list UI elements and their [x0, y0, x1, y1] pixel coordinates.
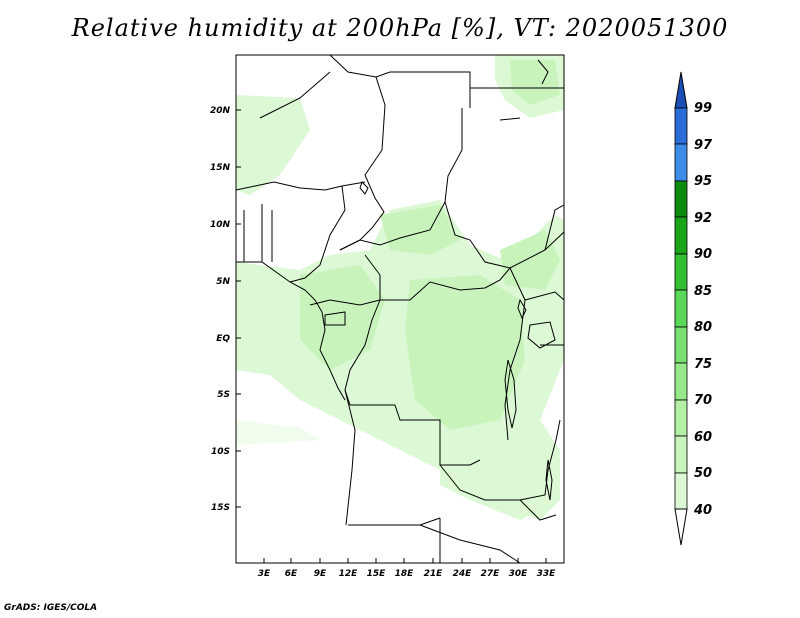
lake-chad: [359, 181, 369, 195]
colorbar-label: 85: [694, 284, 712, 299]
lon-label: 18E: [395, 569, 415, 579]
map-frame: [235, 54, 565, 564]
colorbar-label: 75: [694, 357, 712, 372]
colorbar-label: 99: [694, 101, 712, 116]
border-zambia: [439, 464, 549, 501]
colorbar-label: 97: [694, 138, 713, 153]
lon-label: 3E: [258, 569, 271, 579]
border-chad-east: [339, 76, 386, 251]
colorbar-label: 90: [694, 247, 712, 262]
colorbar-swatch: [674, 326, 688, 364]
border-uganda: [524, 291, 565, 301]
coast-gulf-of-guinea: [236, 261, 346, 401]
lat-label: 5S: [217, 390, 230, 400]
border-tanzania-south: [519, 499, 557, 521]
longitude-labels: 3E 6E 9E 12E 15E 18E 21E 24E 27E 30E 33E: [258, 569, 556, 579]
lon-label: 12E: [339, 569, 359, 579]
border-congo-drc: [344, 299, 381, 391]
border-libya-chad: [329, 54, 471, 108]
shading-pale: [236, 420, 320, 445]
coastline: [236, 59, 549, 401]
lat-label: 20N: [210, 106, 231, 116]
colorbar-swatch: [674, 289, 688, 328]
country-borders: [235, 54, 565, 564]
lake-albert: [517, 298, 527, 320]
shading-core-3: [380, 205, 460, 255]
colorbar-bottom-triangle: [674, 508, 688, 546]
lon-label: 24E: [453, 569, 473, 579]
colorbar-swatch: [674, 435, 688, 474]
lon-label: 6E: [285, 569, 298, 579]
shading-core-2: [405, 275, 525, 430]
border-ethiopia: [544, 204, 565, 251]
shading-north-west: [236, 95, 310, 195]
lakes: [359, 181, 556, 501]
border-sudan-chad: [444, 108, 565, 269]
map-title: Relative humidity at 200hPa [%], VT: 202…: [71, 14, 729, 42]
shading-south: [440, 470, 540, 520]
colorbar-top-triangle: [674, 71, 688, 109]
colorbar-swatch: [674, 216, 688, 255]
humidity-shading: [236, 55, 564, 520]
lon-label: 15E: [367, 569, 387, 579]
colorbar: 99 97 95 92 90 85 80 75 70 60 50 40: [674, 71, 713, 546]
axis-ticks: [236, 109, 547, 563]
border-congo-gabon: [324, 311, 346, 326]
border-nigeria-east: [289, 185, 346, 283]
lake-victoria: [527, 321, 556, 349]
lat-label: EQ: [216, 334, 230, 344]
border-car-north: [339, 201, 446, 251]
lat-label: 5N: [216, 277, 230, 287]
colorbar-swatch: [674, 180, 688, 218]
border-car-south: [364, 254, 511, 301]
colorbar-label: 95: [694, 174, 712, 189]
lat-label: 15S: [211, 503, 230, 513]
border-niger-algeria: [259, 71, 331, 119]
lat-label: 10N: [210, 220, 231, 230]
colorbar-label: 80: [694, 320, 712, 335]
border-cameroon-south: [309, 299, 381, 306]
colorbar-label: 92: [694, 211, 712, 226]
colorbar-swatch: [674, 472, 688, 510]
colorbar-label: 70: [694, 393, 712, 408]
coast-red-sea: [537, 59, 549, 85]
latitude-labels: 20N 15N 10N 5N EQ 5S 10S 15S: [210, 106, 231, 513]
lon-label: 27E: [481, 569, 501, 579]
border-mozambique: [547, 419, 561, 471]
colorbar-label: 40: [693, 503, 712, 518]
colorbar-swatch: [674, 107, 688, 145]
border-angola-west: [344, 389, 356, 526]
lake-tanganyika: [504, 359, 517, 429]
lon-label: 33E: [537, 569, 557, 579]
lake-malawi: [545, 459, 553, 501]
colorbar-swatch: [674, 399, 688, 437]
grads-credit: GrADS: IGES/COLA: [4, 603, 98, 613]
colorbar-swatch: [674, 143, 688, 182]
lon-label: 9E: [314, 569, 327, 579]
colorbar-swatch: [674, 362, 688, 401]
border-sudan-north: [499, 117, 521, 121]
lat-label: 15N: [210, 163, 231, 173]
lon-label: 21E: [424, 569, 444, 579]
border-drc-angola: [344, 389, 481, 466]
shading-core-5: [500, 230, 560, 290]
lat-label: 10S: [211, 447, 230, 457]
lon-label: 30E: [509, 569, 529, 579]
colorbar-label: 60: [694, 430, 712, 445]
border-drc-east: [504, 267, 526, 441]
colorbar-label: 50: [694, 466, 712, 481]
colorbar-swatch: [674, 253, 688, 291]
